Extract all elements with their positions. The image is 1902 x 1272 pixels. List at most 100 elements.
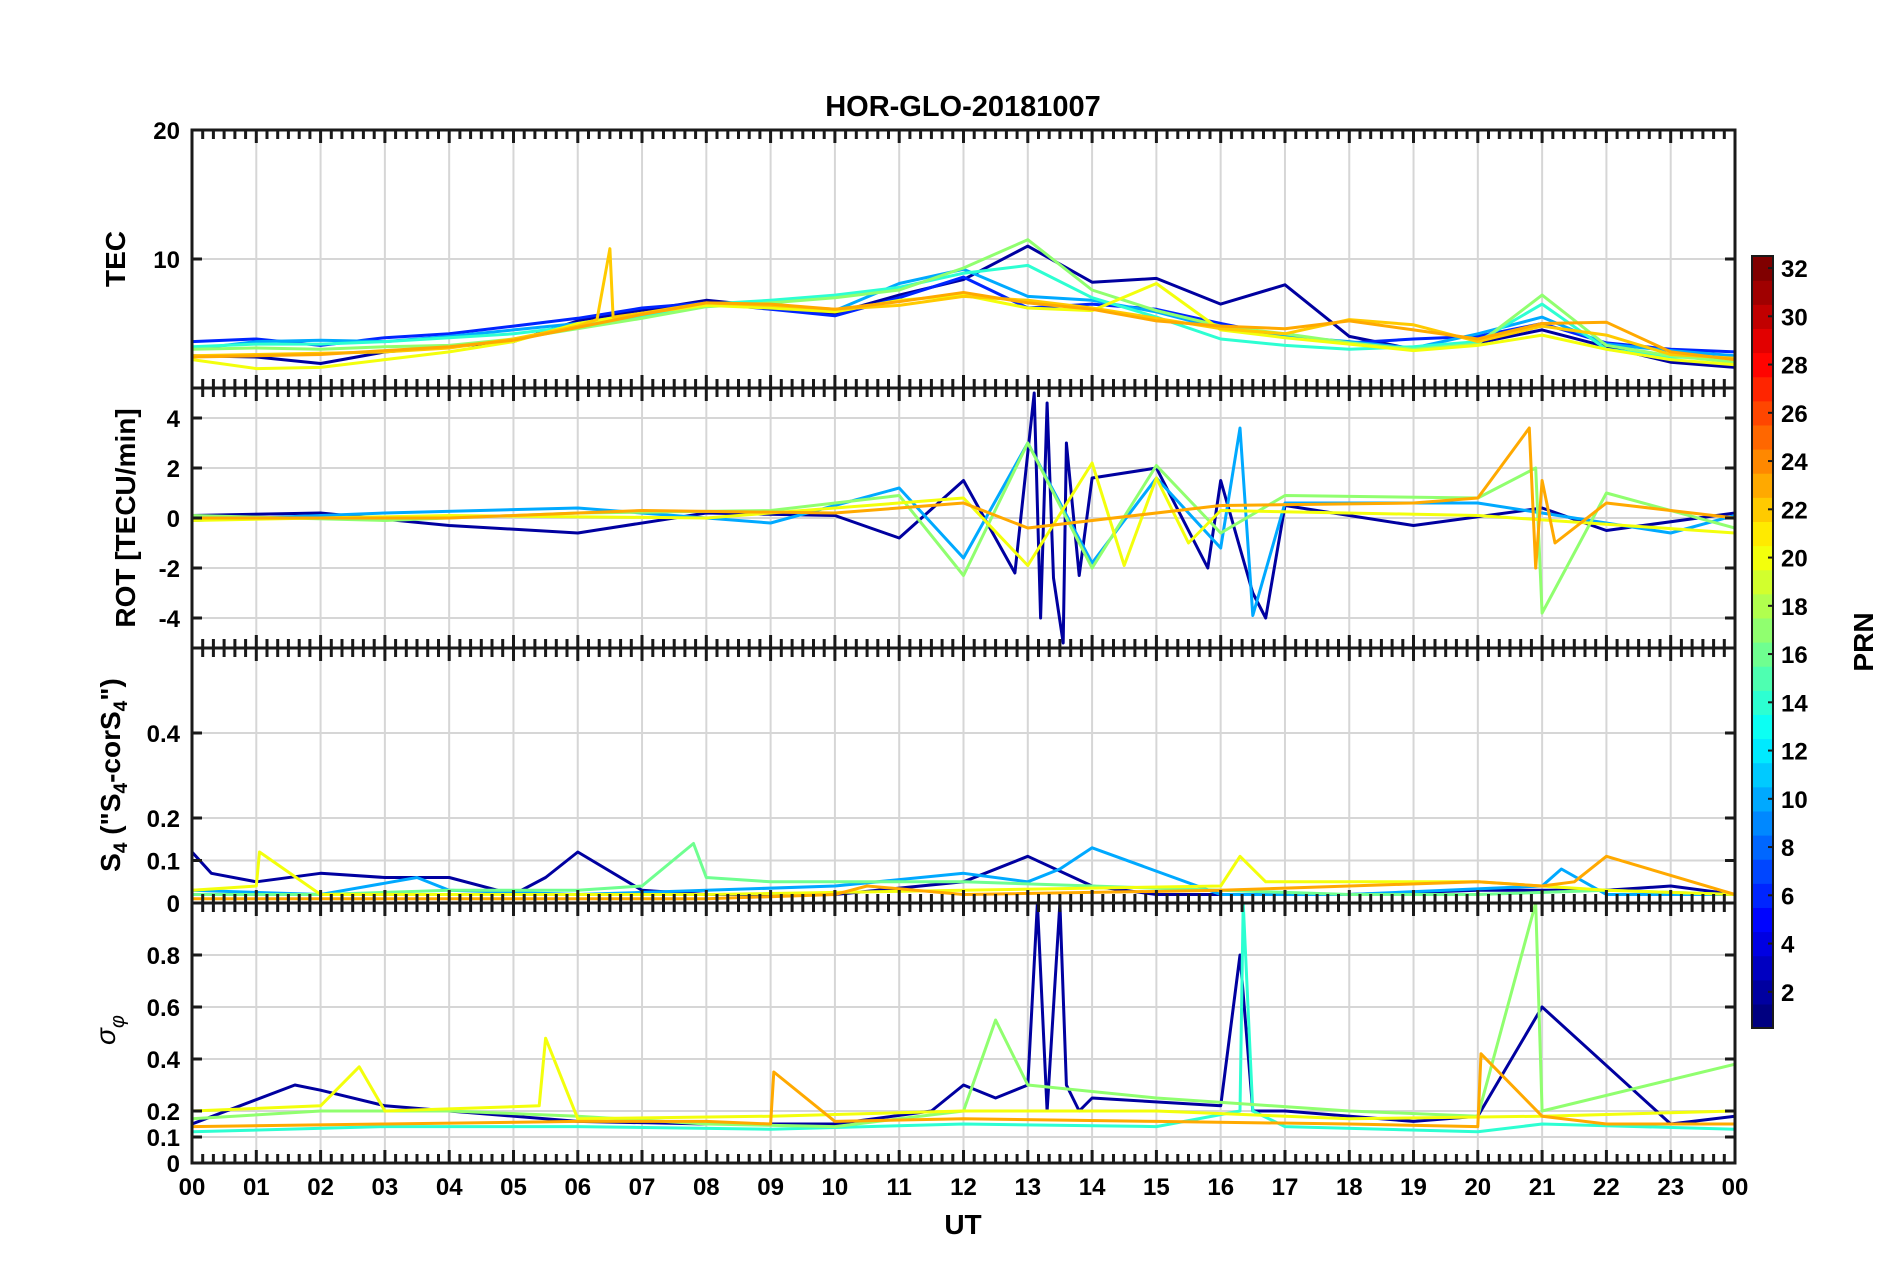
y-tick-label: 10 <box>153 247 180 274</box>
colorbar-segment <box>1752 376 1773 402</box>
colorbar-segment <box>1752 642 1773 667</box>
y-tick-label: 0.8 <box>147 943 180 970</box>
y-axis-label-sigma: σ <box>90 1027 121 1045</box>
y-tick-label: -4 <box>159 606 181 633</box>
colorbar-tick-label: 2 <box>1781 980 1794 1007</box>
y-axis-label-part: ") <box>95 678 126 701</box>
colorbar-tick-label: 20 <box>1781 546 1808 573</box>
colorbar-tick-label: 12 <box>1781 739 1808 766</box>
x-tick-label: 19 <box>1400 1174 1427 1201</box>
series-line-prn-17 <box>192 903 1735 1129</box>
x-tick-label: 00 <box>1722 1174 1749 1201</box>
x-tick-label: 22 <box>1593 1174 1620 1201</box>
colorbar-segment <box>1752 714 1773 740</box>
colorbar-segment <box>1752 497 1773 522</box>
x-tick-label: 20 <box>1464 1174 1491 1201</box>
x-tick-label: 15 <box>1143 1174 1170 1201</box>
colorbar-segment <box>1752 835 1773 860</box>
colorbar-segment <box>1752 810 1773 836</box>
x-tick-label: 04 <box>436 1174 463 1201</box>
y-tick-label: 20 <box>153 118 180 145</box>
colorbar-segment <box>1752 907 1773 933</box>
colorbar-segment <box>1752 545 1773 571</box>
colorbar-segment <box>1752 979 1773 1005</box>
x-tick-label: 02 <box>307 1174 334 1201</box>
series-line-prn-23 <box>192 426 1735 570</box>
panel-s4: 00.10.20.4S4 ("S4-corS4") <box>95 646 1737 918</box>
colorbar-tick-label: 4 <box>1781 932 1795 959</box>
x-tick-label: 00 <box>179 1174 206 1201</box>
y-tick-label: 0 <box>167 891 180 918</box>
y-tick-label: 0.1 <box>147 849 180 876</box>
colorbar-segment <box>1752 1003 1773 1029</box>
x-axis-label: UT <box>944 1209 981 1240</box>
y-axis-label: TEC <box>100 231 131 287</box>
colorbar-segment <box>1752 352 1773 378</box>
y-axis-label-part: 4 <box>111 842 132 853</box>
minor-ticks <box>190 388 1737 648</box>
colorbar-tick-label: 32 <box>1781 256 1808 283</box>
x-tick-label: 16 <box>1207 1174 1234 1201</box>
y-axis-label-part: 4 <box>111 700 132 711</box>
y-tick-label: -2 <box>159 556 180 583</box>
y-axis-label: σφ <box>90 1015 129 1045</box>
colorbar-segment <box>1752 955 1773 981</box>
x-tick-label: 11 <box>887 1174 912 1201</box>
x-tick-label: 17 <box>1272 1174 1299 1201</box>
colorbar-tick-label: 16 <box>1781 642 1808 669</box>
colorbar-segment <box>1752 569 1773 595</box>
x-tick-label: 08 <box>693 1174 720 1201</box>
colorbar-segment <box>1752 280 1773 305</box>
series-line-prn-20 <box>192 1036 1735 1121</box>
x-tick-label: 14 <box>1079 1174 1106 1201</box>
y-tick-label: 0 <box>167 506 180 533</box>
colorbar-segment <box>1752 931 1773 957</box>
y-tick-label: 0.1 <box>147 1125 180 1152</box>
y-tick-label: 2 <box>167 456 180 483</box>
series-line-prn-14 <box>192 903 1735 1134</box>
y-axis-label-part: ("S <box>95 794 126 843</box>
panel-frame <box>190 901 1737 1165</box>
series-line-prn-23 <box>192 1052 1735 1129</box>
colorbar-segment <box>1752 521 1773 547</box>
x-tick-label: 05 <box>500 1174 527 1201</box>
colorbar-tick-label: 14 <box>1781 690 1808 717</box>
y-tick-label: 0.2 <box>147 1099 180 1126</box>
y-ticks <box>192 416 1735 620</box>
y-tick-label: 0.6 <box>147 995 180 1022</box>
x-tick-label: 07 <box>629 1174 656 1201</box>
colorbar-segment <box>1752 786 1773 812</box>
x-tick-label: 12 <box>950 1174 977 1201</box>
colorbar-segment <box>1752 424 1773 450</box>
y-tick-label: 0.4 <box>147 1047 181 1074</box>
x-tick-label: 18 <box>1336 1174 1363 1201</box>
series-line-prn-10 <box>192 846 1735 896</box>
x-tick-label: 13 <box>1014 1174 1041 1201</box>
colorbar-tick-label: 10 <box>1781 787 1808 814</box>
chart-title: HOR-GLO-20181007 <box>825 91 1101 123</box>
colorbar-segment <box>1752 690 1773 715</box>
colorbar-tick-label: 18 <box>1781 594 1808 621</box>
colorbar-segment <box>1752 738 1773 764</box>
y-axis-label-part: 4 <box>111 783 132 794</box>
series-line-prn-20 <box>192 461 1735 567</box>
colorbar-tick-label: 30 <box>1781 304 1808 331</box>
x-tick-label: 09 <box>757 1174 784 1201</box>
x-axis: 00 01 02 03 04 05 06 07 08 09 10 11 12 13 14 15 16 17 18 19… <box>179 1174 1749 1201</box>
colorbar-segment <box>1752 256 1773 281</box>
colorbar-tick-label: 26 <box>1781 401 1808 428</box>
series-group <box>192 238 1735 371</box>
colorbar-label: PRN <box>1848 612 1879 671</box>
x-tick-label: 06 <box>564 1174 591 1201</box>
colorbar-segment <box>1752 449 1773 474</box>
y-tick-label: 4 <box>167 406 181 433</box>
y-tick-label: 0.2 <box>147 806 180 833</box>
colorbar-segment <box>1752 400 1773 426</box>
colorbar-segment <box>1752 328 1773 354</box>
colorbar-tick-label: 22 <box>1781 497 1808 524</box>
panel-tec: 10 20 TEC <box>100 118 1737 390</box>
